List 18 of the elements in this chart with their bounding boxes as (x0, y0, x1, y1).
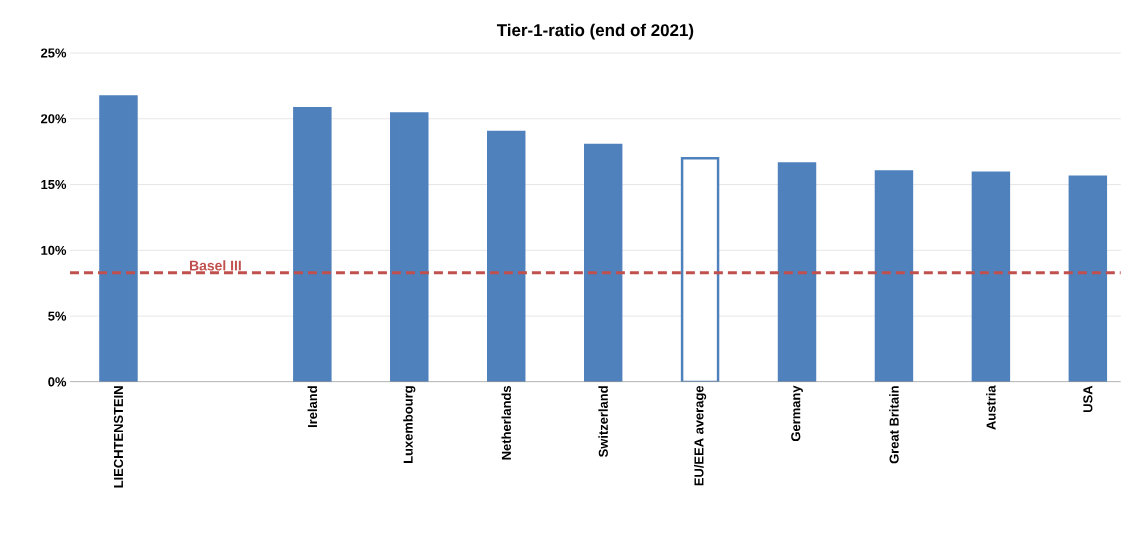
chart-title: Tier-1-ratio (end of 2021) (496, 23, 694, 40)
x-tick-label: Austria (986, 385, 996, 430)
x-tick-label: Germany (791, 385, 803, 442)
y-tick-label: 0% (48, 377, 67, 387)
y-tick-label: 25% (41, 48, 67, 58)
y-tick-label: 20% (41, 114, 67, 124)
y-tick-label: 5% (48, 311, 67, 321)
x-tick-label: Ireland (307, 386, 318, 428)
x-tick-label: EU/EEA average (694, 385, 707, 486)
y-tick-label: 15% (41, 180, 67, 190)
x-tick-label: Netherlands (501, 386, 511, 460)
ref-line-label: Basel III (189, 260, 241, 271)
x-tick-label: Luxembourg (403, 386, 416, 464)
x-tick-label: LIECHTENSTEIN (113, 386, 124, 488)
x-tick-label: USA (1083, 385, 1093, 413)
y-tick-label: 10% (41, 245, 67, 255)
x-tick-label: Switzerland (598, 386, 608, 458)
x-tick-label: Great Britain (889, 386, 899, 464)
